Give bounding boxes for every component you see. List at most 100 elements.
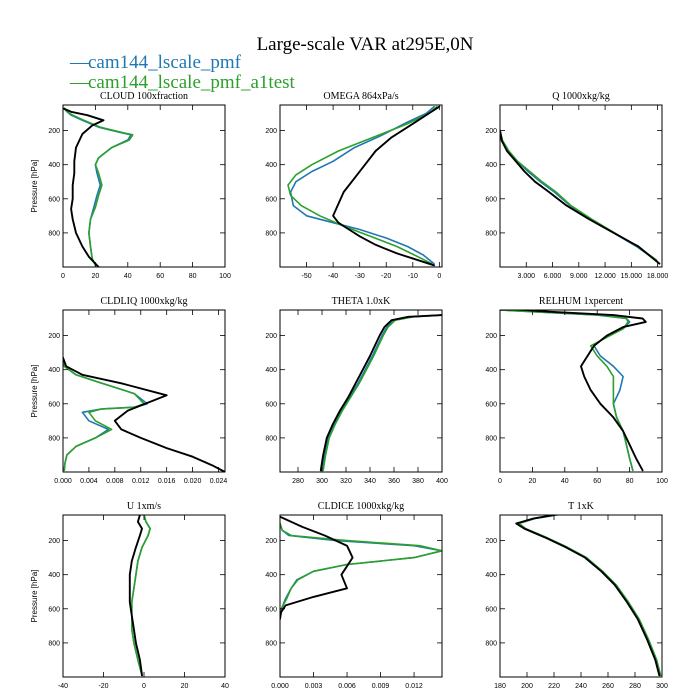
y-tick-label: 600 [485, 196, 497, 203]
x-tick-label: 260 [602, 683, 614, 690]
y-tick-label: 400 [48, 162, 60, 169]
series-line-cam144_lscale_pmf_a1test [500, 129, 658, 262]
x-tick-label: 400 [436, 478, 448, 485]
y-tick-label: 400 [485, 367, 497, 374]
x-tick-label: 80 [626, 478, 634, 485]
x-tick-label: 3.000 [518, 273, 536, 280]
y-tick-label: 600 [265, 401, 277, 408]
x-tick-label: -40 [328, 273, 338, 280]
panel-title: CLDLIQ 1000xkg/kg [101, 296, 188, 307]
panel-title: THETA 1.0xK [332, 296, 391, 307]
panel-grid: CLOUD 100xfraction Pressure [hPa] 0 20 40 60 8… [30, 91, 668, 690]
series-group [500, 310, 647, 472]
y-tick-label: 200 [485, 128, 497, 135]
x-tick-label: -40 [58, 683, 68, 690]
y-tick-label: 600 [48, 196, 60, 203]
series-line-reference [280, 515, 354, 620]
y-tick-label: 200 [485, 538, 497, 545]
x-tick-label: 0 [437, 273, 441, 280]
y-tick-label: 400 [48, 572, 60, 579]
y-axis-label: Pressure [hPa] [30, 570, 39, 623]
y-tick-label: 800 [485, 435, 497, 442]
series-line-reference [510, 310, 647, 472]
panel-5: THETA 1.0xK 280 300 320 340 360 380 400 200 400 60… [265, 296, 448, 485]
x-tick-label: -20 [98, 683, 108, 690]
y-tick-label: 400 [485, 162, 497, 169]
series-line-reference [332, 105, 441, 267]
panel-7: U 1xm/s Pressure [hPa] -40 -20 0 20 40 200 400 60… [30, 501, 229, 690]
series-line-cam144_lscale_pmf_a1test [63, 107, 134, 267]
series-line-reference [63, 107, 105, 267]
y-tick-label: 200 [265, 128, 277, 135]
x-tick-label: -30 [355, 273, 365, 280]
x-tick-label: 0.024 [210, 478, 228, 485]
x-tick-label: 360 [388, 478, 400, 485]
plot-frame [279, 104, 443, 268]
x-tick-label: 15.000 [621, 273, 643, 280]
panel-title: U 1xm/s [127, 501, 161, 512]
series-line-cam144_lscale_pmf [289, 105, 435, 265]
series-line-cam144_lscale_pmf_a1test [131, 515, 151, 677]
panel-title: Q 1000xkg/kg [552, 91, 610, 102]
x-tick-label: 0.020 [184, 478, 202, 485]
plot-frame [62, 309, 226, 473]
x-tick-label: 0.012 [405, 683, 423, 690]
y-tick-label: 800 [48, 230, 60, 237]
x-tick-label: -10 [408, 273, 418, 280]
x-tick-label: 20 [529, 478, 537, 485]
x-tick-label: 18.000 [647, 273, 669, 280]
x-tick-label: 0.009 [372, 683, 390, 690]
plot-frame [499, 514, 663, 678]
y-tick-label: 800 [48, 640, 60, 647]
series-line-cam144_lscale_pmf_a1test [500, 310, 634, 472]
panel-1: CLOUD 100xfraction Pressure [hPa] 0 20 40 60 8… [30, 91, 231, 280]
y-tick-label: 400 [485, 572, 497, 579]
x-tick-label: 20 [181, 683, 189, 690]
series-line-reference [500, 129, 661, 265]
x-tick-label: 80 [189, 273, 197, 280]
y-tick-label: 200 [265, 333, 277, 340]
plot-frame [62, 514, 226, 678]
series-line-cam144_lscale_pmf_a1test [518, 515, 662, 677]
panel-title: T 1xK [568, 501, 594, 512]
y-tick-label: 800 [265, 230, 277, 237]
series-line-cam144_lscale_pmf_a1test [63, 356, 145, 472]
y-tick-label: 600 [265, 606, 277, 613]
x-tick-label: 0.008 [106, 478, 124, 485]
x-tick-label: 300 [316, 478, 328, 485]
series-group [280, 515, 442, 620]
y-tick-label: 600 [265, 196, 277, 203]
series-line-cam144_lscale_pmf [518, 515, 662, 677]
series-line-cam144_lscale_pmf_a1test [280, 522, 442, 614]
legend-label-2: cam144_lscale_pmf_a1test [88, 72, 296, 93]
series-group [500, 129, 661, 265]
series-line-reference [63, 356, 225, 472]
legend-dash-1: — [69, 52, 90, 73]
x-tick-label: 340 [364, 478, 376, 485]
x-tick-label: 280 [629, 683, 641, 690]
y-tick-label: 600 [48, 606, 60, 613]
panel-title: CLDICE 1000xkg/kg [318, 501, 404, 512]
x-tick-label: 300 [656, 683, 668, 690]
x-tick-label: 12.000 [594, 273, 616, 280]
y-tick-label: 600 [485, 401, 497, 408]
x-tick-label: 100 [656, 478, 668, 485]
y-tick-label: 400 [265, 162, 277, 169]
x-tick-label: 100 [219, 273, 231, 280]
x-tick-label: 0 [498, 478, 502, 485]
x-tick-label: 0.004 [80, 478, 98, 485]
y-tick-label: 200 [48, 128, 60, 135]
x-tick-label: 0.006 [338, 683, 356, 690]
x-tick-label: 0 [142, 683, 146, 690]
series-group [287, 105, 441, 267]
y-tick-label: 600 [48, 401, 60, 408]
page-title: Large-scale VAR at295E,0N [257, 34, 474, 55]
y-tick-label: 400 [265, 367, 277, 374]
plot-frame [499, 104, 663, 268]
x-tick-label: 6.000 [544, 273, 562, 280]
panel-4: CLDLIQ 1000xkg/kg Pressure [hPa] 0.000 0.00… [30, 296, 227, 485]
x-tick-label: 0.016 [158, 478, 176, 485]
series-group [515, 515, 662, 677]
panel-title: CLOUD 100xfraction [100, 91, 188, 102]
